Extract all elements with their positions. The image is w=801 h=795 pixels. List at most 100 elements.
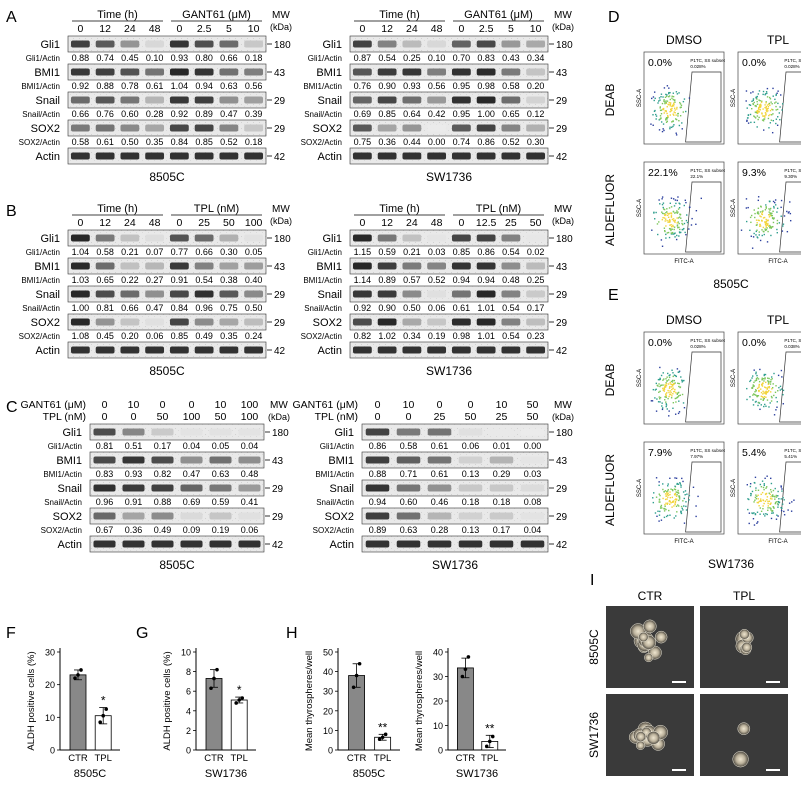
flow-event-dot	[775, 518, 778, 520]
lane-label: 25	[505, 217, 517, 229]
flow-row-label: ALDEFLUOR	[603, 454, 617, 526]
gate-value: 9.30%	[784, 174, 797, 179]
flow-event-dot	[789, 219, 792, 222]
flow-event-dot	[762, 399, 764, 402]
flow-event-dot	[776, 228, 778, 231]
flow-event-dot	[695, 223, 697, 226]
flow-event-dot	[690, 224, 693, 226]
ratio-value: 1.02	[378, 331, 396, 341]
tpl-label: TPL (nM)	[43, 411, 86, 423]
flow-event-dot	[769, 207, 772, 210]
lane-label: 48	[149, 217, 161, 229]
flow-event-dot	[746, 107, 748, 109]
flow-event-dot	[663, 378, 665, 380]
flow-event-dot	[677, 391, 680, 394]
flow-event-dot	[757, 502, 759, 504]
data-point	[487, 739, 492, 744]
flow-percent: 5.4%	[742, 447, 766, 459]
flow-event-dot	[661, 407, 664, 409]
bar-ctr	[205, 678, 223, 751]
blot-band	[194, 234, 214, 242]
ratio-value: 0.92	[354, 303, 372, 313]
flow-event-dot	[653, 110, 656, 113]
flow-event-dot	[766, 96, 769, 98]
ratio-value: 0.25	[527, 275, 545, 285]
flow-event-dot	[675, 134, 678, 136]
thyrosphere-cell	[644, 653, 654, 663]
flow-event-dot	[768, 492, 770, 494]
flow-event-dot	[671, 97, 673, 99]
flow-event-dot	[658, 221, 660, 223]
lane-tpl-value: 25	[434, 411, 446, 423]
flow-event-dot	[667, 494, 670, 496]
flow-event-dot	[664, 101, 666, 103]
flow-event-dot	[660, 113, 663, 115]
flow-event-dot	[671, 95, 673, 97]
flow-event-dot	[669, 126, 671, 128]
flow-event-dot	[764, 229, 767, 231]
flow-event-dot	[758, 108, 760, 111]
lane-gant61-value: 10	[496, 399, 508, 411]
flow-event-dot	[769, 214, 771, 217]
lane-tpl-value: 50	[215, 411, 227, 423]
lane-label: 0	[77, 217, 83, 229]
ratio-value: 0.06	[241, 525, 259, 535]
lane-gant61-value: 0	[102, 399, 108, 411]
flow-event-dot	[663, 516, 666, 519]
blot-band	[70, 262, 90, 270]
flow-event-dot	[765, 107, 767, 109]
flow-event-dot	[759, 239, 762, 242]
flow-event-dot	[670, 212, 672, 214]
flow-event-dot	[779, 385, 782, 388]
flow-event-dot	[765, 114, 767, 116]
flow-event-dot	[658, 97, 661, 99]
blot-band	[451, 290, 471, 298]
flow-event-dot	[678, 505, 680, 507]
flow-event-dot	[758, 380, 761, 383]
blot-band	[402, 68, 422, 76]
ratio-value: 0.04	[524, 525, 542, 535]
blot-band	[194, 96, 214, 104]
flow-event-dot	[781, 230, 784, 232]
blot-band	[501, 40, 521, 48]
flow-event-dot	[774, 498, 776, 500]
blot-band	[377, 96, 397, 104]
micrograph-panel	[700, 606, 788, 688]
flow-event-dot	[755, 371, 757, 373]
y-tick-label: 30	[45, 648, 55, 658]
flow-event-dot	[764, 104, 766, 106]
protein-label: Actin	[330, 539, 354, 551]
flow-event-dot	[764, 392, 766, 395]
flow-event-dot	[764, 223, 767, 226]
flow-event-dot	[748, 104, 751, 106]
flow-event-dot	[781, 503, 784, 505]
blot-band	[526, 68, 546, 76]
flow-event-dot	[761, 491, 764, 494]
kda-label: (kDa)	[270, 22, 292, 32]
flow-event-dot	[753, 524, 756, 526]
blot-band	[120, 152, 140, 160]
blot-band	[489, 512, 514, 520]
flow-event-dot	[666, 219, 668, 222]
flow-event-dot	[669, 102, 672, 104]
blot-band	[194, 124, 214, 132]
flow-event-dot	[754, 105, 756, 107]
flow-event-dot	[748, 498, 750, 501]
flow-event-dot	[768, 500, 771, 502]
flow-event-dot	[680, 511, 682, 514]
flow-event-dot	[773, 207, 775, 209]
ratio-label: Gli1/Actin	[26, 54, 60, 63]
flow-event-dot	[677, 489, 679, 492]
ratio-value: 0.84	[171, 137, 189, 147]
flow-event-dot	[663, 87, 666, 89]
flow-event-dot	[767, 224, 769, 226]
flow-event-dot	[659, 118, 661, 120]
flow-event-dot	[771, 108, 773, 111]
flow-event-dot	[766, 499, 768, 501]
flow-event-dot	[657, 100, 660, 102]
flow-event-dot	[780, 94, 782, 96]
blot-band	[352, 290, 372, 298]
flow-event-dot	[760, 493, 762, 496]
flow-event-dot	[762, 505, 764, 507]
